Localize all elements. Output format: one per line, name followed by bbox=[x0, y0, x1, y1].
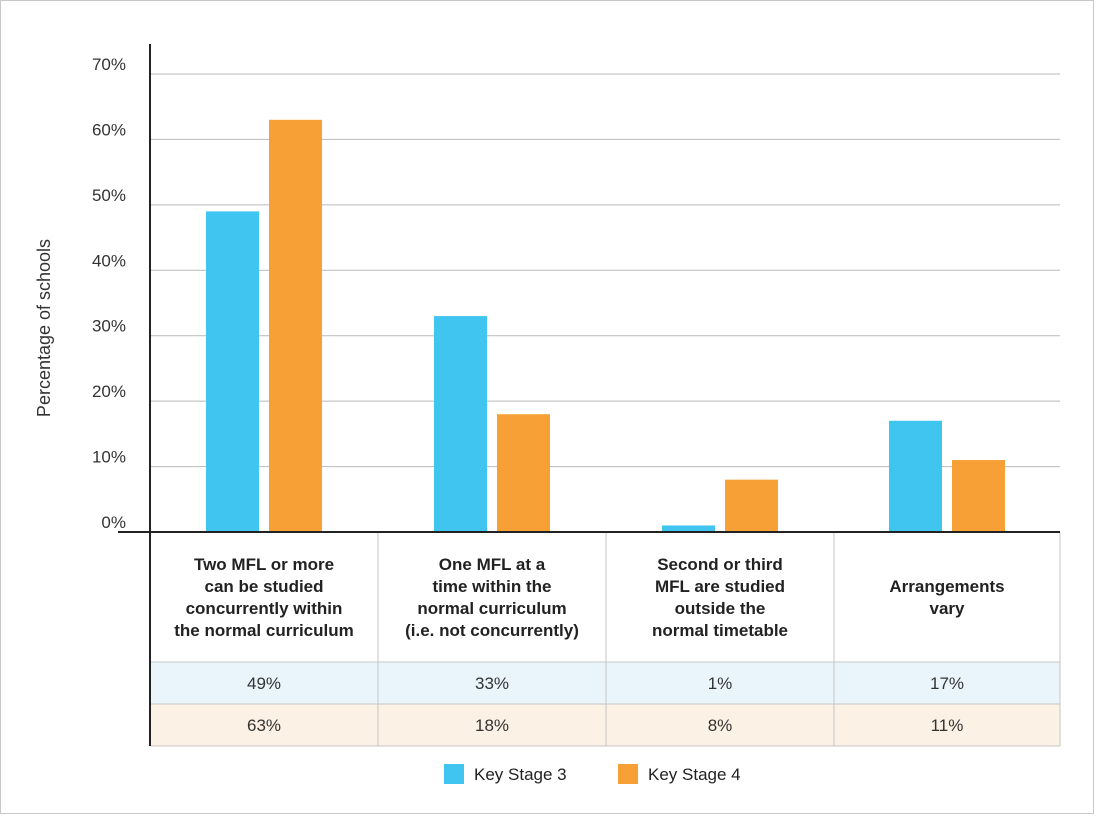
category-label: MFL are studied bbox=[655, 577, 785, 596]
legend-label: Key Stage 3 bbox=[474, 765, 567, 784]
bar-key-stage-3 bbox=[434, 316, 487, 532]
table-cell-value: 17% bbox=[930, 674, 964, 693]
y-tick-label: 10% bbox=[92, 448, 126, 467]
category-label: normal curriculum bbox=[417, 599, 566, 618]
y-tick-label: 30% bbox=[92, 317, 126, 336]
table-cell-value: 8% bbox=[708, 716, 733, 735]
legend-swatch bbox=[444, 764, 464, 784]
bar-key-stage-4 bbox=[952, 460, 1005, 532]
y-axis-label: Percentage of schools bbox=[34, 239, 54, 417]
bar-key-stage-4 bbox=[497, 414, 550, 532]
y-tick-label: 70% bbox=[92, 55, 126, 74]
table-cell-value: 18% bbox=[475, 716, 509, 735]
bar-key-stage-4 bbox=[725, 479, 778, 532]
bar-key-stage-3 bbox=[206, 211, 259, 532]
y-tick-label: 40% bbox=[92, 251, 126, 270]
category-label: can be studied bbox=[204, 577, 323, 596]
category-label: One MFL at a bbox=[439, 555, 546, 574]
category-label: vary bbox=[930, 599, 966, 618]
legend-swatch bbox=[618, 764, 638, 784]
table-cell-value: 11% bbox=[931, 716, 964, 735]
bar-key-stage-3 bbox=[889, 420, 942, 532]
bar-key-stage-4 bbox=[269, 119, 322, 533]
category-label: Second or third bbox=[657, 555, 783, 574]
legend-label: Key Stage 4 bbox=[648, 765, 741, 784]
table-row-background bbox=[150, 704, 1060, 746]
category-label: Arrangements bbox=[889, 577, 1004, 596]
category-label: time within the bbox=[433, 577, 552, 596]
y-tick-label: 50% bbox=[92, 186, 126, 205]
bar-key-stage-3 bbox=[662, 525, 715, 532]
y-tick-label: 60% bbox=[92, 120, 126, 139]
category-label: outside the bbox=[675, 599, 766, 618]
table-cell-value: 33% bbox=[475, 674, 509, 693]
table-row-background bbox=[150, 662, 1060, 704]
table-cell-value: 49% bbox=[247, 674, 281, 693]
y-tick-label: 20% bbox=[92, 382, 126, 401]
category-label: (i.e. not concurrently) bbox=[405, 621, 579, 640]
category-label: concurrently within bbox=[186, 599, 343, 618]
category-label: the normal curriculum bbox=[174, 621, 353, 640]
table-cell-value: 63% bbox=[247, 716, 281, 735]
category-label: Two MFL or more bbox=[194, 555, 334, 574]
y-tick-label: 0% bbox=[101, 513, 126, 532]
table-cell-value: 1% bbox=[708, 674, 733, 693]
category-label: normal timetable bbox=[652, 621, 788, 640]
